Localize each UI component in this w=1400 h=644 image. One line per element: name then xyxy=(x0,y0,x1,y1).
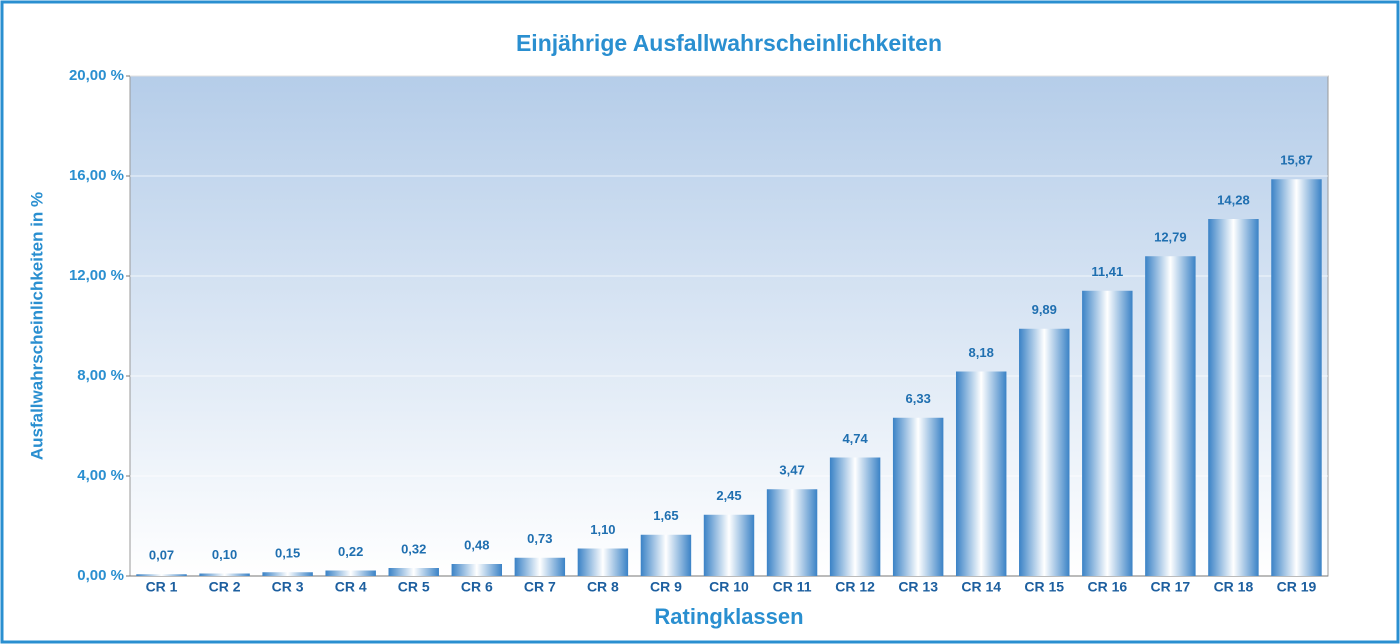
bar xyxy=(1019,328,1070,576)
bar xyxy=(766,489,818,576)
bar xyxy=(1271,179,1322,576)
value-label: 0,22 xyxy=(338,544,363,559)
y-tick-label: 12,00 % xyxy=(69,267,124,284)
x-tick-label: CR 7 xyxy=(524,579,556,595)
value-label: 8,18 xyxy=(969,345,994,360)
x-tick-label: CR 19 xyxy=(1277,579,1317,595)
value-label: 15,87 xyxy=(1280,153,1313,168)
value-label: 14,28 xyxy=(1217,192,1250,207)
x-axis-label: Ratingklassen xyxy=(654,604,803,629)
bar xyxy=(1082,290,1133,576)
bar xyxy=(640,534,692,576)
x-tick-label: CR 11 xyxy=(773,579,812,595)
x-tick-label: CR 2 xyxy=(209,579,241,595)
value-label: 0,73 xyxy=(527,531,552,546)
x-tick-label: CR 1 xyxy=(146,579,178,595)
chart-title: Einjährige Ausfallwahrscheinlichkeiten xyxy=(516,30,942,56)
bar xyxy=(1208,219,1259,576)
y-tick-label: 0,00 % xyxy=(77,567,124,584)
y-tick-label: 4,00 % xyxy=(77,467,124,484)
value-label: 0,48 xyxy=(464,537,489,552)
value-label: 2,45 xyxy=(716,488,741,503)
bar xyxy=(325,570,376,576)
x-tick-label: CR 14 xyxy=(961,579,1001,595)
value-label: 4,74 xyxy=(842,431,868,446)
x-tick-label: CR 16 xyxy=(1087,579,1127,595)
bar xyxy=(703,514,755,576)
bar xyxy=(514,557,566,576)
bar xyxy=(262,572,313,576)
x-tick-label: CR 15 xyxy=(1024,579,1064,595)
bar xyxy=(451,564,503,576)
value-label: 0,32 xyxy=(401,541,426,556)
x-tick-label: CR 17 xyxy=(1151,579,1191,595)
value-label: 12,79 xyxy=(1154,230,1187,245)
x-tick-label: CR 4 xyxy=(335,579,367,595)
y-tick-label: 16,00 % xyxy=(69,167,124,184)
x-tick-label: CR 8 xyxy=(587,579,619,595)
value-label: 9,89 xyxy=(1032,302,1057,317)
x-tick-label: CR 18 xyxy=(1214,579,1254,595)
x-tick-label: CR 6 xyxy=(461,579,493,595)
x-tick-label: CR 10 xyxy=(709,579,749,595)
x-tick-label: CR 12 xyxy=(835,579,875,595)
bar xyxy=(577,548,629,576)
value-label: 11,41 xyxy=(1091,264,1123,279)
y-tick-label: 8,00 % xyxy=(77,367,124,384)
y-axis-label: Ausfallwahrscheinlichkeiten in % xyxy=(27,192,46,460)
bar xyxy=(199,573,250,576)
value-label: 6,33 xyxy=(906,391,931,406)
value-label: 1,65 xyxy=(653,508,678,523)
value-label: 3,47 xyxy=(779,463,804,478)
value-label: 0,07 xyxy=(149,548,174,563)
x-tick-label: CR 13 xyxy=(898,579,938,595)
bar xyxy=(1145,256,1196,576)
x-tick-label: CR 3 xyxy=(272,579,304,595)
y-tick-label: 20,00 % xyxy=(69,67,124,84)
value-label: 0,10 xyxy=(212,547,237,562)
x-tick-label: CR 9 xyxy=(650,579,682,595)
value-label: 0,15 xyxy=(275,546,300,561)
bar xyxy=(388,568,439,576)
x-tick-label: CR 5 xyxy=(398,579,430,595)
value-label: 1,10 xyxy=(590,522,615,537)
bar xyxy=(892,417,944,576)
bar xyxy=(955,371,1007,576)
bar xyxy=(829,457,881,576)
bar xyxy=(136,574,187,576)
